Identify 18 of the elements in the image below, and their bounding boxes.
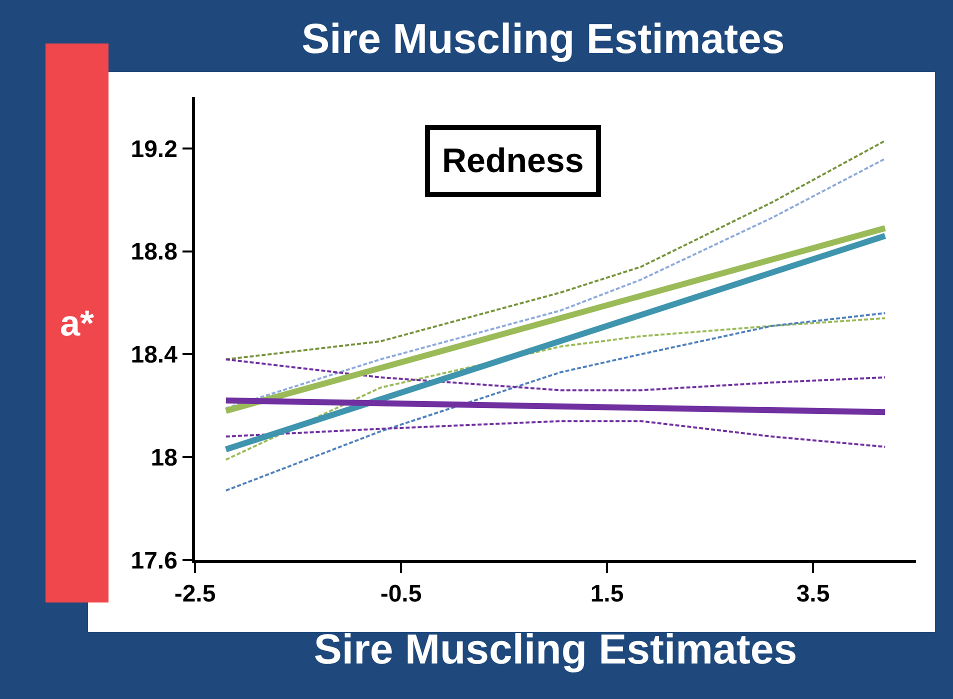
line-series [224,312,886,492]
line-series [224,420,886,448]
x-tick-label: 1.5 [590,580,624,608]
y-tick-label: 17.6 [130,547,178,574]
y-tick-label: 19.2 [130,136,178,163]
line-series [224,317,886,461]
y-tick-label: 18 [150,444,178,472]
annotation: Redness [442,142,584,180]
x-tick-label: 3.5 [796,580,830,608]
y-axis-title: a* [60,302,94,344]
y-tick-label: 18.8 [130,238,178,266]
line-series [224,358,886,392]
y-tick-label: 18.4 [130,342,178,369]
x-tick-label: -2.5 [174,580,216,608]
chart-title: Sire Muscling Estimates [302,15,785,62]
x-axis-title: Sire Muscling Estimates [314,625,798,672]
x-tick-label: -0.5 [380,580,422,608]
line-series [224,140,886,360]
